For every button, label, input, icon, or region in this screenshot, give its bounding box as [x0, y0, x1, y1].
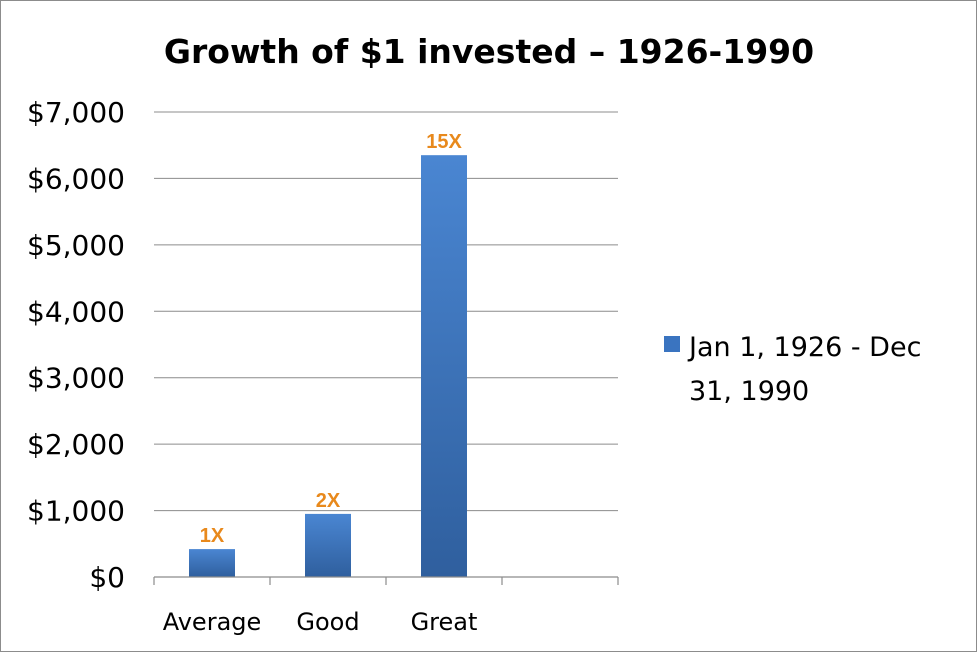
bar: [421, 155, 467, 577]
bar: [189, 549, 235, 577]
gridlines: [154, 111, 618, 512]
y-tick-label: $1,000: [27, 495, 125, 528]
bar: [305, 513, 351, 577]
y-tick-label: $7,000: [27, 96, 125, 129]
y-tick-label: $2,000: [27, 428, 125, 461]
y-tick-label: $3,000: [27, 362, 125, 395]
data-labels: 1X 2X 15X: [200, 131, 463, 547]
x-category-label: Good: [296, 608, 359, 636]
x-category-label: Great: [411, 608, 478, 636]
y-axis-tick-labels: $0 $1,000 $2,000 $3,000 $4,000 $5,000 $6,000 $7…: [27, 96, 125, 594]
bars: [189, 155, 467, 577]
y-tick-label: $4,000: [27, 295, 125, 328]
chart-title: Growth of $1 invested – 1926-1990: [164, 32, 814, 71]
legend-label-line-1: Jan 1, 1926 - Dec: [687, 332, 921, 363]
x-category-label: Average: [163, 608, 262, 636]
y-tick-label: $5,000: [27, 229, 125, 262]
bar-data-label: 15X: [426, 131, 462, 153]
y-tick-label: $6,000: [27, 162, 125, 195]
x-axis: [153, 576, 619, 585]
bar-data-label: 1X: [200, 525, 225, 547]
bar-data-label: 2X: [316, 490, 341, 512]
legend-swatch: [664, 336, 680, 352]
x-axis-category-labels: Average Good Great: [163, 608, 478, 636]
legend: Jan 1, 1926 - Dec 31, 1990: [664, 332, 921, 407]
y-tick-label: $0: [89, 561, 125, 594]
legend-label-line-2: 31, 1990: [689, 376, 809, 407]
